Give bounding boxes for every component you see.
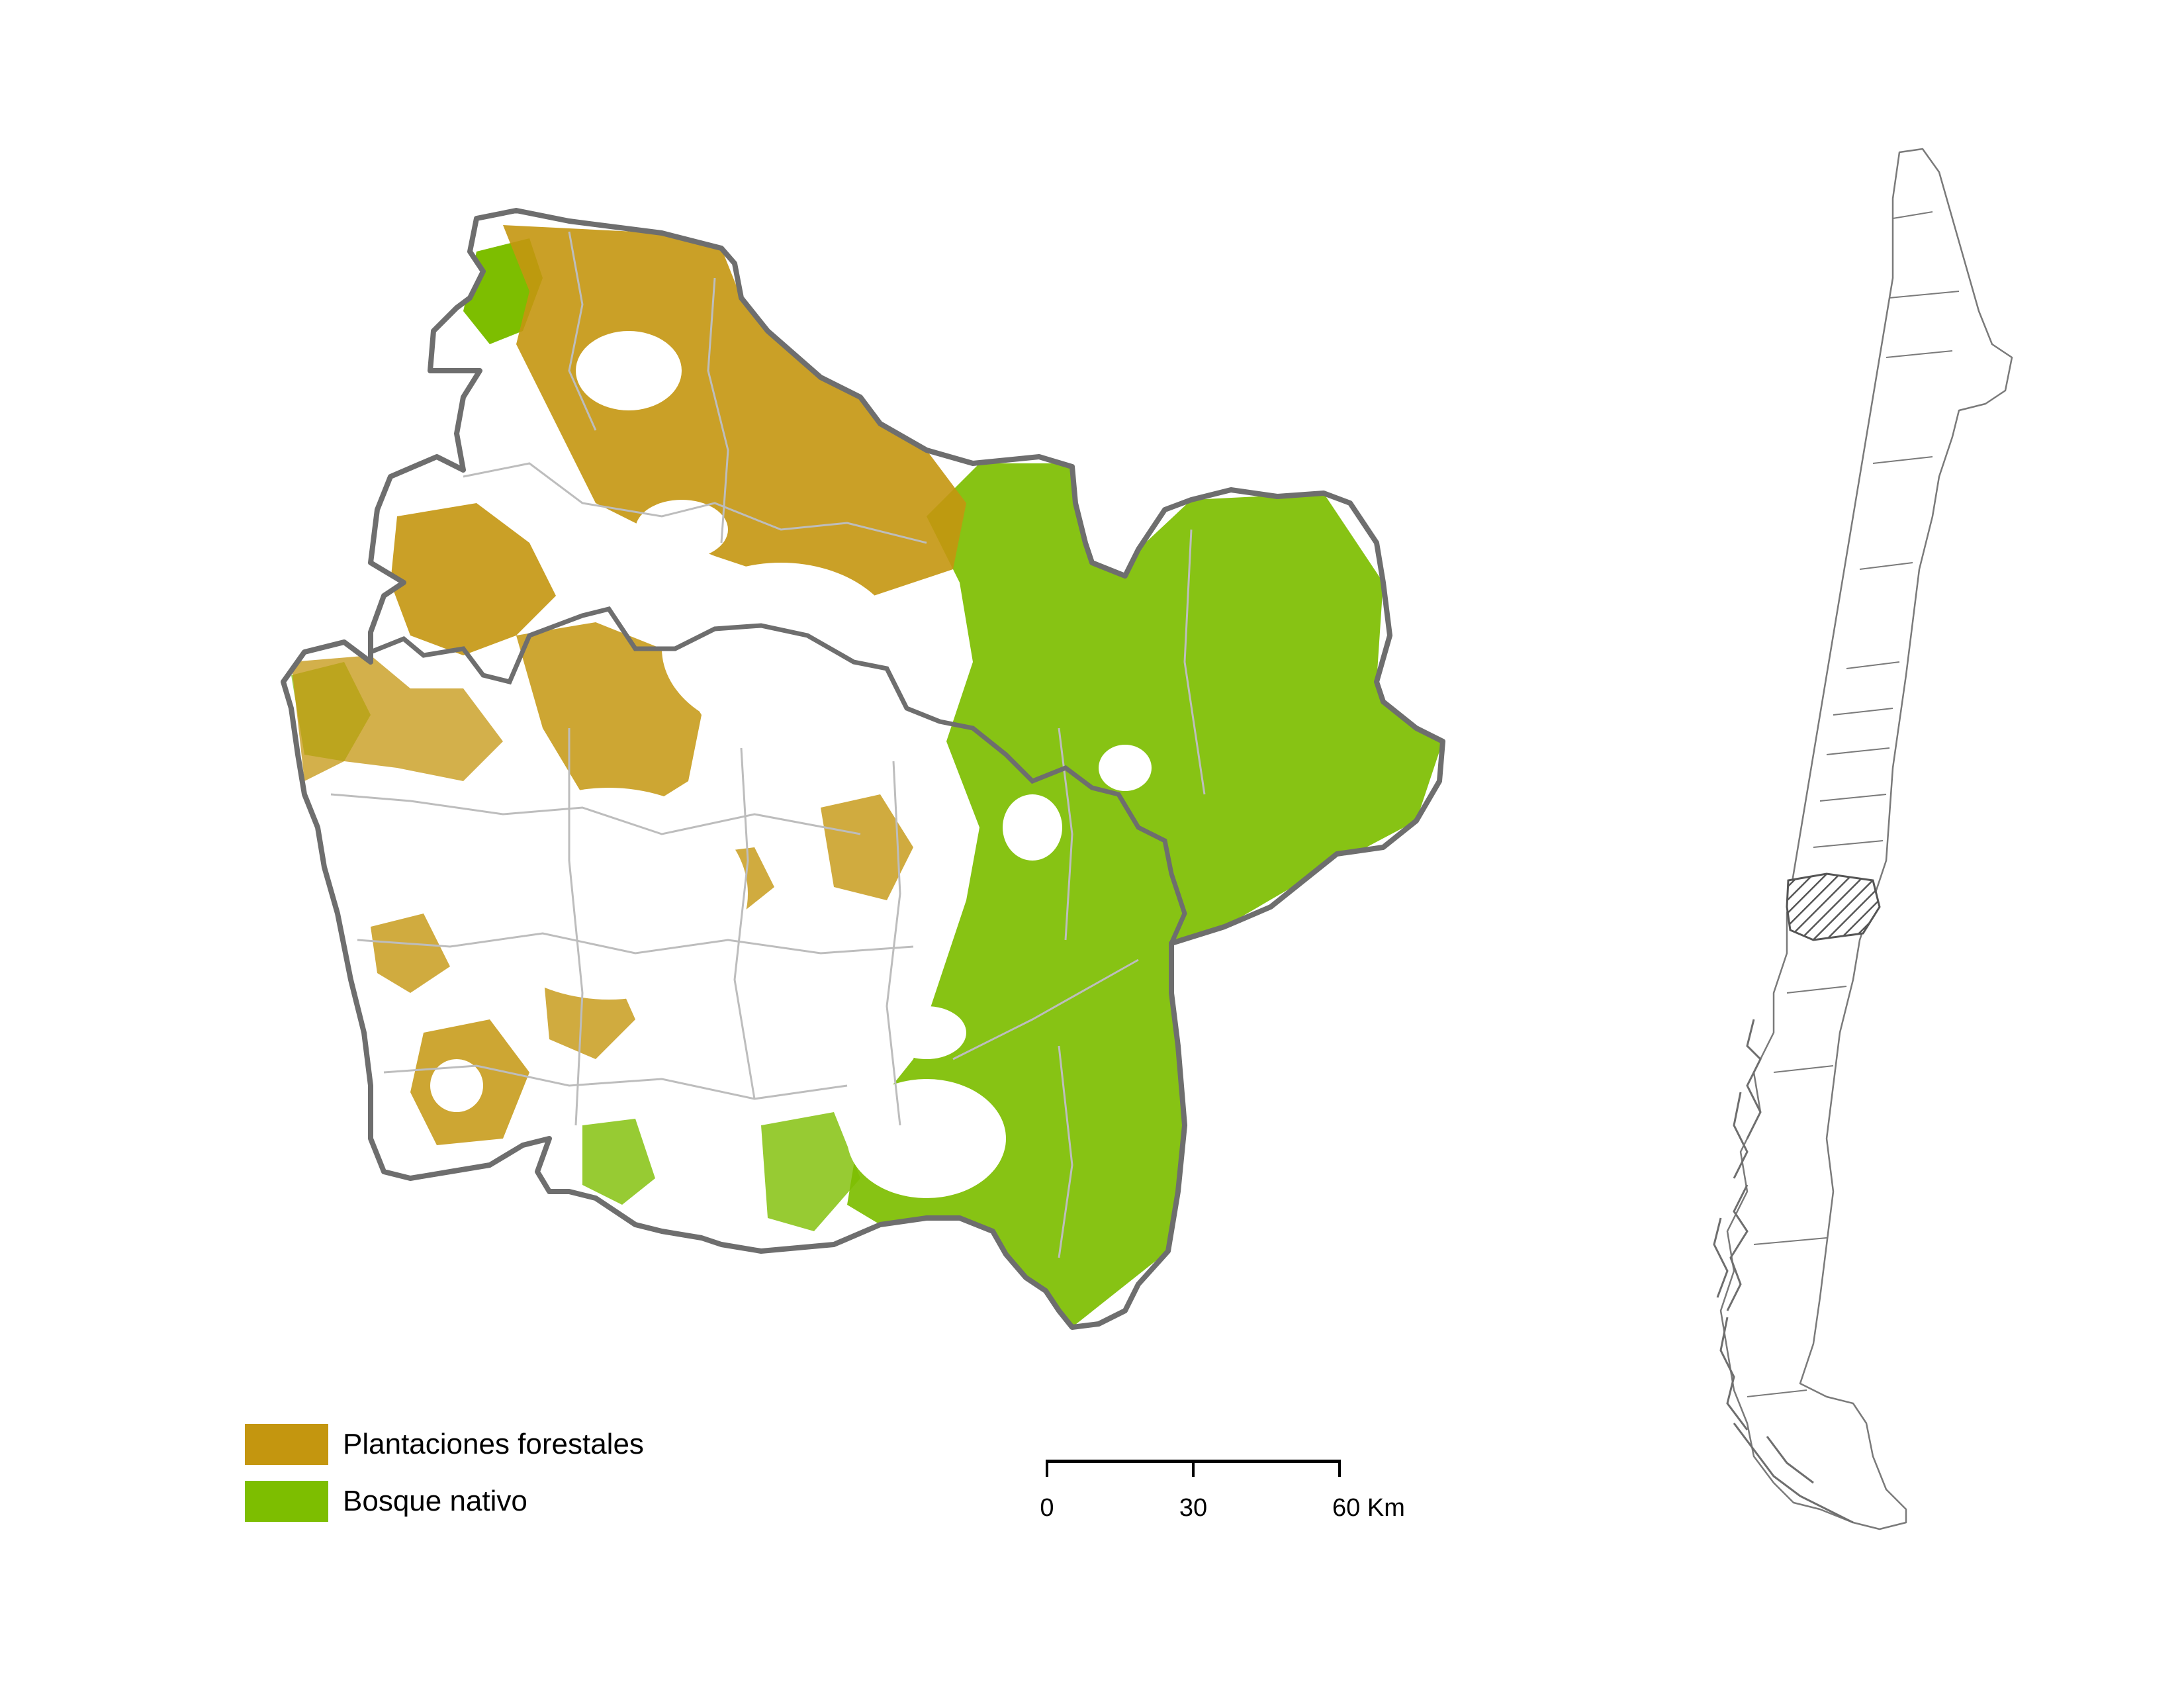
scale-label-60: 60 Km: [1332, 1494, 1405, 1522]
legend: Plantaciones forestales Bosque nativo: [245, 1423, 644, 1537]
legend-swatch-native-forest: [245, 1481, 328, 1522]
scale-tick-30: [1192, 1460, 1195, 1477]
region-outline: [281, 208, 1445, 1330]
legend-item-native-forest: Bosque nativo: [245, 1480, 644, 1523]
inset-southern-islands: [1713, 1019, 1854, 1524]
scale-tick-0: [1046, 1460, 1048, 1477]
region-map: [281, 208, 1445, 1330]
inset-region-boundaries: [1747, 211, 1960, 1397]
inset-country-outline: [1719, 148, 2013, 1530]
scale-bar: 0 30 60 Km: [1032, 1460, 1405, 1532]
regional-divider: [369, 606, 1187, 945]
legend-label-native-forest: Bosque nativo: [343, 1485, 527, 1517]
inset-map-chile: [1713, 148, 2013, 1530]
legend-swatch-plantation: [245, 1424, 328, 1465]
scale-label-30: 30: [1179, 1494, 1208, 1522]
clearings: [430, 331, 1152, 1198]
inset-highlight-region: [1786, 872, 1881, 941]
scale-tick-60: [1338, 1460, 1341, 1477]
scale-label-0: 0: [1040, 1494, 1054, 1522]
legend-item-plantation: Plantaciones forestales: [245, 1423, 644, 1466]
commune-boundaries: [330, 231, 1206, 1258]
legend-label-plantation: Plantaciones forestales: [343, 1428, 644, 1460]
